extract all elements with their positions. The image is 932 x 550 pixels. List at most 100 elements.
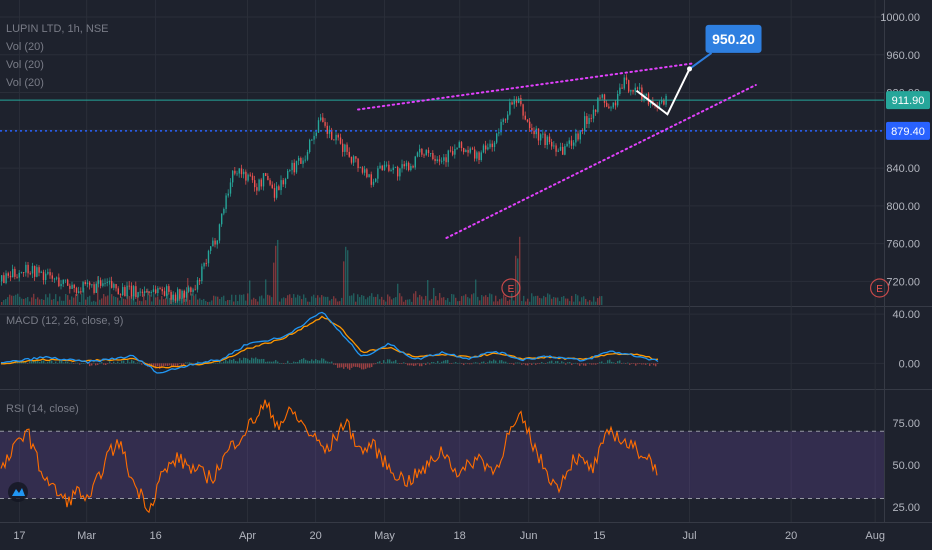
candle-body: [212, 240, 214, 247]
candle-body: [104, 282, 106, 284]
macd-histogram-bar: [457, 362, 459, 364]
macd-histogram-bar: [173, 363, 175, 367]
volume-bar: [495, 295, 497, 305]
volume-bar: [163, 299, 165, 305]
macd-histogram-bar: [251, 357, 253, 364]
volume-bar: [569, 301, 571, 305]
macd-histogram-bar: [301, 359, 303, 364]
macd-histogram-bar: [535, 363, 537, 365]
volume-bar: [39, 299, 41, 305]
candle-body: [1, 275, 3, 282]
candle-body: [251, 175, 254, 181]
candle-body: [293, 162, 295, 173]
volume-bar: [221, 297, 223, 305]
candle-body: [64, 279, 67, 281]
macd-histogram-bar: [115, 363, 117, 364]
candle-body: [368, 174, 370, 178]
volume-bar: [459, 300, 461, 305]
macd-histogram-bar: [215, 362, 217, 364]
macd-histogram-bar: [51, 360, 53, 364]
volume-bar: [385, 301, 387, 305]
volume-bar: [487, 297, 489, 305]
macd-legend[interactable]: MACD (12, 26, close, 9): [6, 312, 123, 330]
candle-body: [520, 98, 522, 105]
indicator-vol-2[interactable]: Vol (20): [6, 59, 44, 71]
volume-bar: [287, 295, 289, 305]
volume-bar: [513, 300, 515, 305]
x-tick-label: Mar: [77, 530, 96, 542]
candle-body: [122, 287, 124, 296]
volume-bar: [59, 296, 61, 305]
macd-histogram-bar: [579, 363, 581, 366]
volume-bar: [339, 301, 341, 305]
macd-histogram-bar: [293, 361, 295, 364]
candle-body: [322, 117, 324, 123]
rsi-legend[interactable]: RSI (14, close): [6, 400, 79, 418]
macd-histogram-bar: [397, 363, 399, 364]
volume-bar: [259, 296, 261, 305]
volume-bar: [217, 296, 219, 305]
candle-body: [95, 283, 97, 293]
macd-histogram-bar: [593, 363, 595, 365]
volume-bar: [457, 301, 459, 305]
macd-histogram-bar: [109, 361, 111, 364]
volume-bar: [53, 299, 55, 305]
volume-bar: [29, 301, 31, 305]
candle-body: [465, 150, 467, 153]
macd-histogram-bar: [481, 361, 483, 364]
macd-histogram-bar: [461, 363, 463, 364]
candle-body: [496, 133, 498, 143]
macd-histogram-bar: [361, 363, 363, 370]
macd-histogram-bar: [177, 363, 179, 367]
volume-bar: [85, 299, 87, 305]
indicator-vol-1[interactable]: Vol (20): [6, 41, 44, 53]
candle-body: [630, 89, 632, 92]
macd-histogram-bar: [395, 359, 397, 364]
volume-bar: [65, 293, 67, 305]
volume-bar: [193, 295, 195, 305]
candle-body: [47, 272, 49, 274]
macd-histogram-bar: [393, 361, 395, 364]
candle-body: [86, 282, 89, 284]
macd-histogram-bar: [497, 362, 499, 364]
candle-body: [658, 102, 661, 109]
macd-histogram-bar: [269, 361, 271, 364]
macd-histogram-bar: [639, 363, 641, 364]
volume-bar: [523, 295, 525, 305]
price-tick-label: 1000.00: [880, 12, 920, 24]
volume-bar: [249, 280, 251, 305]
volume-bar: [343, 261, 345, 305]
candle-body: [53, 278, 56, 280]
macd-histogram-bar: [449, 363, 451, 364]
indicator-vol-3[interactable]: Vol (20): [6, 77, 44, 89]
candle-body: [460, 142, 463, 149]
rsi-tick-label: 75.00: [892, 418, 920, 430]
candle-body: [399, 168, 401, 177]
candle-body: [210, 246, 212, 251]
macd-histogram-bar: [155, 363, 157, 369]
macd-histogram-bar: [629, 363, 631, 365]
volume-bar: [601, 296, 603, 305]
volume-bar: [407, 299, 409, 305]
candle-body: [113, 284, 115, 288]
macd-histogram-bar: [359, 363, 361, 368]
macd-histogram-bar: [289, 363, 291, 364]
candle-body: [221, 213, 223, 225]
macd-histogram-bar: [105, 363, 107, 365]
macd-histogram-bar: [515, 362, 517, 364]
macd-histogram-bar: [345, 363, 347, 367]
candle-body: [456, 147, 458, 149]
macd-histogram-bar: [585, 363, 587, 366]
volume-bar: [265, 279, 267, 305]
candle-body: [443, 157, 445, 161]
macd-histogram-bar: [615, 363, 617, 364]
volume-bar: [557, 297, 559, 305]
candle-body: [249, 174, 251, 176]
macd-histogram-bar: [285, 363, 287, 364]
rsi-title: RSI (14, close): [6, 403, 79, 415]
candle-body: [238, 168, 240, 174]
candle-body: [540, 134, 542, 141]
volume-bar: [549, 294, 551, 305]
volume-bar: [225, 301, 227, 305]
